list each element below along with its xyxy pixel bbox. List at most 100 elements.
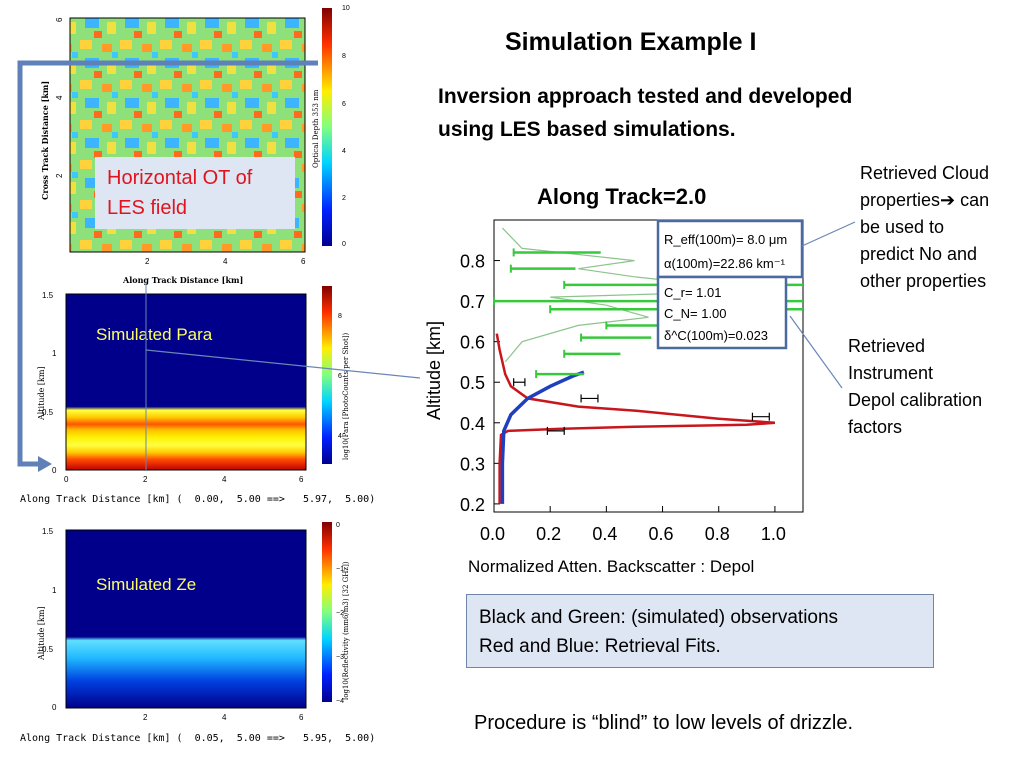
y-tick-label: 0.4 (460, 414, 485, 434)
annotation-delta: δ^C(100m)=0.023 (664, 328, 768, 343)
backscatter-chart: Along Track=2.0 0.2 0.3 0.4 0.5 0.6 0.7 0.8 0.… (424, 184, 804, 576)
ze-ytick: 0 (52, 703, 57, 712)
para-xtick: 6 (299, 475, 304, 484)
para-colorbar-label: log10(Para [PhotoCounts per Shot]) (342, 332, 350, 460)
ot-cb-tick: 10 (342, 5, 350, 12)
para-cb-tick: 6 (338, 373, 342, 380)
chart-title: Along Track=2.0 (537, 184, 706, 209)
ze-image (66, 530, 306, 708)
ot-callout-line: Horizontal OT of (107, 167, 253, 189)
ot-xtick: 4 (223, 257, 228, 266)
ze-xtick: 4 (222, 713, 227, 722)
ot-cb-tick: 0 (342, 241, 346, 248)
note-line: Depol calibration (848, 390, 983, 410)
ot-callout: Horizontal OT of LES field (95, 157, 295, 229)
para-ylabel: Altitude [km] (37, 366, 46, 421)
x-tick-label: 0.6 (649, 524, 674, 544)
ot-cb-tick: 6 (342, 101, 346, 108)
para-colorbar (322, 286, 332, 464)
subtitle-line-1: Inversion approach tested and developed (438, 85, 853, 108)
ze-ylabel: Altitude [km] (37, 606, 46, 661)
x-tick-label: 0.8 (705, 524, 730, 544)
ze-ytick: 0.5 (42, 645, 54, 654)
para-xtick: 0 (64, 475, 69, 484)
ze-caption: Along Track Distance [km] ( 0.05, 5.00 =… (20, 733, 375, 744)
ze-ytick: 1 (52, 586, 57, 595)
simulation-panels: 10 8 6 4 2 0 Optical Depth 353 nm Cross … (17, 5, 375, 744)
legend-box: Black and Green: (simulated) observation… (466, 594, 934, 668)
note-line: factors (848, 417, 903, 437)
para-xtick: 2 (143, 475, 148, 484)
ot-xtick: 2 (145, 257, 150, 266)
x-tick-label: 1.0 (761, 524, 786, 544)
subtitle-line-2: using LES based simulations. (438, 118, 736, 141)
x-tick-label: 0.0 (480, 524, 505, 544)
para-ytick: 1 (52, 349, 57, 358)
ze-label: Simulated Ze (96, 575, 196, 594)
annotation-reff: R_eff(100m)= 8.0 μm (664, 232, 787, 247)
footer-note: Procedure is “blind” to low levels of dr… (474, 712, 854, 734)
y-tick-label: 0.3 (460, 454, 485, 474)
connector-arrow (17, 60, 318, 467)
para-ytick: 1.5 (42, 291, 54, 300)
ot-callout-line: LES field (107, 197, 188, 219)
ze-ytick: 1.5 (42, 527, 54, 536)
legend-line-fits: Red and Blue: Retrieval Fits. (479, 636, 721, 657)
para-ytick: 0.5 (42, 408, 54, 417)
y-tick-label: 0.8 (460, 252, 485, 272)
connector-arrowhead (38, 456, 52, 472)
slide-subtitle: Inversion approach tested and developed … (438, 80, 958, 146)
ot-cb-tick: 4 (342, 148, 346, 155)
note-cloud-properties: Retrieved Cloud properties➔ can be used … (860, 160, 1022, 295)
chart-xlabel: Normalized Atten. Backscatter : Depol (468, 557, 754, 576)
ot-ylabel: Cross Track Distance [km] (40, 81, 50, 200)
para-cb-tick: 8 (338, 313, 342, 320)
annotation-box-1 (656, 219, 804, 279)
note-line: Retrieved (848, 336, 926, 356)
red-fit-line (495, 333, 775, 504)
note-line: properties➔ can (860, 190, 990, 210)
note-depol-calibration: Retrieved Instrument Depol calibration f… (848, 333, 1018, 441)
ze-cb-tick: −4 (336, 698, 344, 705)
y-tick-label: 0.5 (460, 373, 485, 393)
annotation-box-2 (656, 275, 788, 350)
para-cb-tick: 4 (338, 433, 342, 440)
legend-line-observations: Black and Green: (simulated) observation… (479, 607, 839, 628)
ze-cb-tick: −3 (336, 654, 344, 661)
note-line: be used to (860, 217, 945, 237)
note-line: other properties (860, 271, 987, 291)
ot-cb-tick: 2 (342, 195, 346, 202)
ze-cb-tick: −2 (336, 610, 344, 617)
annotation-alpha: α(100m)=22.86 km⁻¹ (664, 256, 786, 271)
para-image (66, 294, 306, 470)
slide-title: Simulation Example I (505, 28, 757, 56)
para-label: Simulated Para (96, 325, 213, 344)
ze-cb-tick: −1 (336, 566, 344, 573)
x-tick-label: 0.4 (592, 524, 617, 544)
ot-xtick: 6 (301, 257, 306, 266)
note-line: predict No and (860, 244, 978, 264)
ot-xlabel: Along Track Distance [km] (122, 275, 243, 285)
x-tick-label: 0.2 (536, 524, 561, 544)
annotation-cn: C_N= 1.00 (664, 306, 727, 321)
ze-colorbar (322, 522, 332, 702)
annotation-cr: C_r= 1.01 (664, 285, 721, 300)
para-xtick: 4 (222, 475, 227, 484)
note-line: Instrument (848, 363, 934, 383)
para-ytick: 0 (52, 466, 57, 475)
ze-cb-tick: 0 (336, 522, 340, 529)
y-tick-label: 0.7 (460, 292, 485, 312)
blue-fit-line (500, 370, 585, 504)
para-caption: Along Track Distance [km] ( 0.00, 5.00 =… (20, 494, 375, 505)
chart-ylabel: Altitude [km] (424, 321, 444, 420)
ot-colorbar-label: Optical Depth 353 nm (312, 89, 320, 168)
ot-ytick: 4 (55, 95, 64, 100)
ze-xtick: 6 (299, 713, 304, 722)
ot-ytick: 2 (55, 173, 64, 178)
ze-xtick: 2 (143, 713, 148, 722)
note-line: Retrieved Cloud (860, 163, 990, 183)
ze-colorbar-label: log10(Reflectivity (mm6/m3) [32 GHz]) (342, 561, 350, 700)
ot-cb-tick: 8 (342, 53, 346, 60)
y-tick-label: 0.6 (460, 333, 485, 353)
